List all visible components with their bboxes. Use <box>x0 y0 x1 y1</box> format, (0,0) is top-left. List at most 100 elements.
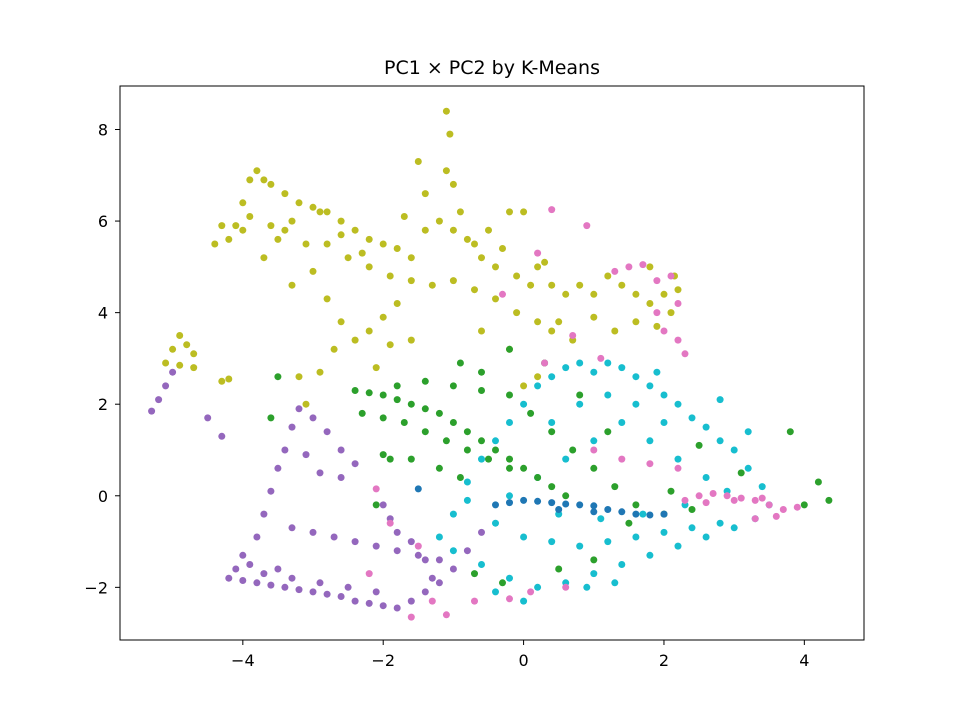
data-point <box>379 240 387 248</box>
data-point <box>737 494 745 502</box>
data-point <box>618 508 626 516</box>
data-point <box>183 341 191 349</box>
data-point <box>379 414 387 422</box>
data-point <box>463 428 471 436</box>
data-point <box>260 510 268 518</box>
data-point <box>625 263 633 271</box>
data-point <box>323 240 331 248</box>
data-point <box>225 375 233 383</box>
data-point <box>246 213 254 220</box>
data-point <box>478 327 485 335</box>
data-point <box>267 581 275 589</box>
data-point <box>492 519 499 527</box>
data-point <box>604 538 612 546</box>
data-point <box>758 494 766 502</box>
data-point <box>548 281 556 289</box>
data-point <box>288 574 296 582</box>
data-point <box>471 570 478 578</box>
data-point <box>456 208 464 216</box>
data-point <box>625 519 633 527</box>
data-point <box>449 565 457 573</box>
data-point <box>604 391 612 399</box>
data-point <box>302 451 310 459</box>
data-point <box>590 313 598 321</box>
data-point <box>548 428 556 436</box>
data-point <box>730 446 738 454</box>
data-point <box>499 245 506 252</box>
data-point <box>520 464 528 472</box>
data-point <box>604 506 612 513</box>
y-tick-label: 6 <box>98 212 108 231</box>
data-point <box>646 511 654 519</box>
data-point <box>618 455 626 463</box>
data-point <box>330 533 338 541</box>
data-point <box>421 428 429 436</box>
data-point <box>351 597 359 605</box>
data-point <box>309 203 317 211</box>
data-point <box>372 501 380 509</box>
data-point <box>407 538 415 546</box>
data-point <box>463 478 471 486</box>
x-axis-ticks: −4 −2 0 2 4 <box>231 640 809 670</box>
data-point <box>548 327 556 335</box>
data-point <box>653 322 661 330</box>
data-point <box>393 396 401 404</box>
data-point <box>344 254 352 262</box>
data-point <box>274 464 282 472</box>
data-point <box>435 556 443 564</box>
data-point <box>492 588 499 596</box>
data-point <box>232 565 240 573</box>
data-point <box>274 373 282 381</box>
data-point <box>337 446 345 454</box>
data-point <box>660 528 668 536</box>
data-point <box>632 373 640 381</box>
data-point <box>456 474 464 481</box>
data-point <box>555 565 563 573</box>
data-point <box>400 419 408 426</box>
data-point <box>421 190 429 198</box>
data-point <box>772 512 780 520</box>
data-point <box>471 240 478 248</box>
data-point <box>674 300 682 307</box>
data-point <box>225 574 233 582</box>
data-point <box>288 281 296 289</box>
data-point <box>709 490 717 497</box>
data-point <box>281 226 289 234</box>
data-point <box>337 217 345 225</box>
data-point <box>646 263 654 271</box>
data-point <box>337 231 345 239</box>
data-point <box>365 570 373 578</box>
data-point <box>660 419 668 426</box>
data-point <box>590 464 598 472</box>
data-point <box>449 382 457 390</box>
data-point <box>520 496 528 504</box>
data-point <box>534 373 542 381</box>
data-point <box>660 327 668 335</box>
data-point <box>506 499 513 507</box>
data-point <box>260 254 268 262</box>
data-point <box>393 528 401 536</box>
data-point <box>723 492 731 500</box>
data-point <box>660 290 668 298</box>
data-point <box>239 551 247 559</box>
data-point <box>744 428 752 436</box>
data-point <box>316 208 324 216</box>
data-point <box>506 208 513 216</box>
data-point <box>442 611 450 619</box>
data-point <box>478 387 485 394</box>
data-point <box>632 533 640 541</box>
data-point <box>499 290 506 298</box>
data-point <box>393 547 401 555</box>
data-point <box>393 245 401 252</box>
data-point <box>323 295 331 303</box>
data-point <box>590 368 598 376</box>
data-point <box>506 595 513 603</box>
data-point <box>267 487 275 495</box>
data-point <box>414 551 422 559</box>
data-point <box>688 506 696 513</box>
data-point <box>365 327 373 335</box>
data-point <box>576 400 584 408</box>
data-point <box>204 414 212 422</box>
data-point <box>407 400 415 408</box>
data-point <box>379 313 387 321</box>
